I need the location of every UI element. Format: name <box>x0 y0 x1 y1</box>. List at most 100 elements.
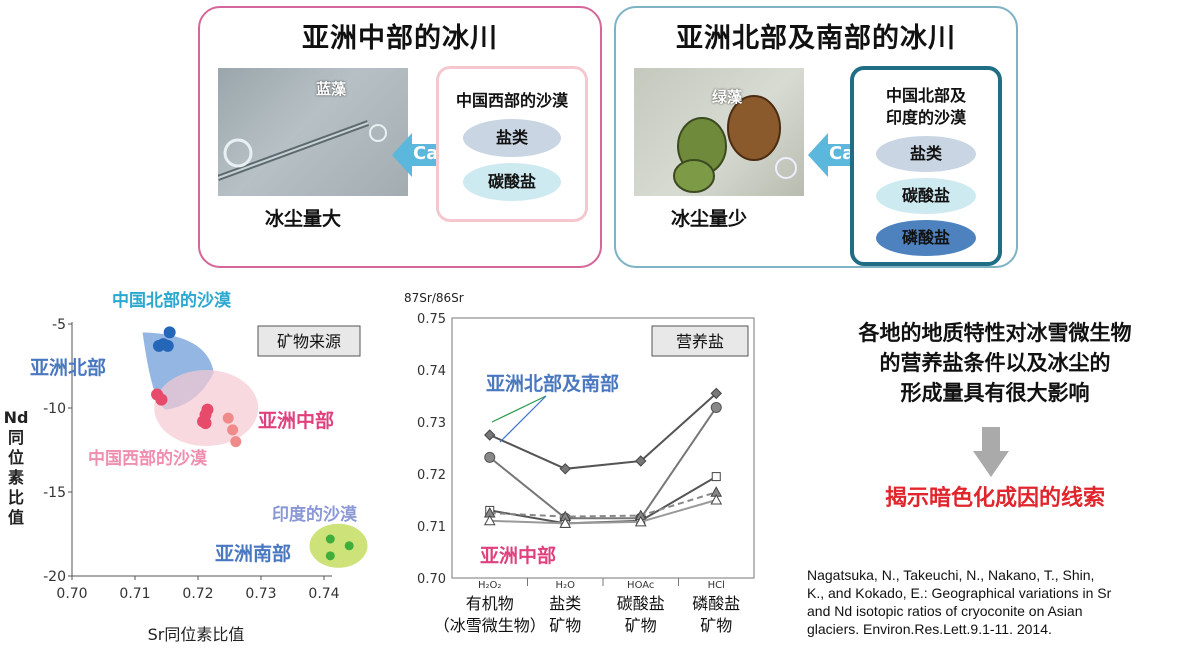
source-box-title-line2: 印度的沙漠 <box>885 108 966 127</box>
y-axis-title-char: Nd <box>4 408 29 427</box>
category-label: 碳酸盐 <box>617 594 665 613</box>
conclusion-line: 各地的地质特性对冰雪微生物 <box>858 321 1132 345</box>
mineral-salt: 盐类 <box>876 136 976 172</box>
green-algae-photo: 绿藻 <box>634 68 804 196</box>
conclusion-line: 形成量具有很大影响 <box>900 381 1090 405</box>
y-tick-label: -5 <box>52 317 66 333</box>
data-point <box>635 455 647 467</box>
region-asia-south <box>309 523 368 568</box>
category-label: 有机物 <box>466 594 514 613</box>
series-line <box>489 406 718 520</box>
panel-title: 亚洲北部及南部的冰川 <box>676 23 956 54</box>
category-label: 矿物 <box>625 616 657 635</box>
source-desert-box: 中国北部及 印度的沙漠 盐类 碳酸盐 磷酸盐 <box>850 66 1002 266</box>
cyanobacteria-illustration <box>218 120 387 181</box>
data-point <box>163 326 176 339</box>
y-axis-title-char: 素 <box>8 468 24 487</box>
y-tick-label: 0.74 <box>417 364 446 379</box>
dust-amount-label: 冰尘量大 <box>265 208 342 230</box>
label-asia-central: 亚洲中部 <box>258 409 334 432</box>
y-tick-label: 0.71 <box>417 520 446 535</box>
data-point <box>710 493 723 505</box>
mineral-source-label: 矿物来源 <box>277 332 341 351</box>
data-point <box>634 515 647 527</box>
conclusion-line: 的营养盐条件以及冰尘的 <box>879 351 1111 375</box>
ca-arrow-label: Ca <box>413 143 439 164</box>
data-point <box>710 401 722 413</box>
mineral-carbonate: 碳酸盐 <box>463 163 561 201</box>
y-axis-title-char: 同 <box>8 428 24 447</box>
pointer-line <box>491 395 547 423</box>
nutrient-box <box>651 325 749 357</box>
ca-arrow <box>808 133 858 177</box>
ca-arrow-label: Ca <box>829 143 855 164</box>
x-tick-label: 0.71 <box>119 586 150 602</box>
label-india-desert: 印度的沙漠 <box>272 504 358 525</box>
conclusion-result: 揭示暗色化成因的线索 <box>884 486 1105 511</box>
label-north-south: 亚洲北部及南部 <box>486 372 619 395</box>
y-axis-title-char: 值 <box>8 508 24 527</box>
nutrient-label: 营养盐 <box>676 332 724 351</box>
label-asia-north: 亚洲北部 <box>30 356 106 379</box>
category-label: 矿物 <box>700 616 732 635</box>
reference-line: and Nd isotopic ratios of cryoconite on … <box>807 603 1083 619</box>
y-axis-title-char: 位 <box>8 448 24 467</box>
category-label: （冰雪微生物） <box>434 616 546 635</box>
category-label: 盐类 <box>549 594 581 613</box>
y-tick-label: 0.70 <box>417 572 446 587</box>
source-box-title: 中国西部的沙漠 <box>455 91 568 110</box>
category-tick-label: HCl <box>708 580 725 591</box>
x-tick-label: 0.72 <box>182 586 213 602</box>
x-tick-label: 0.70 <box>56 586 87 602</box>
x-tick-label: 0.73 <box>245 586 276 602</box>
down-arrow-icon <box>973 427 1009 477</box>
data-point <box>344 541 354 551</box>
data-point <box>325 534 335 544</box>
data-point <box>711 472 721 482</box>
data-point <box>152 339 165 352</box>
category-tick-label: HOAc <box>627 580 654 591</box>
central-asia-glacier-panel: 亚洲中部的冰川 蓝藻 冰尘量大 Ca 中国西部的沙漠 盐类 碳酸盐 <box>198 6 602 268</box>
label-china-north-desert: 中国北部的沙漠 <box>112 290 232 311</box>
data-point <box>483 514 496 526</box>
y-tick-label: -20 <box>43 569 66 585</box>
source-desert-box: 中国西部的沙漠 盐类 碳酸盐 <box>436 66 588 222</box>
y-axis-title-char: 比 <box>8 488 24 507</box>
data-point <box>199 417 212 430</box>
y-tick-label: 0.73 <box>417 416 446 431</box>
series-line <box>489 392 717 470</box>
y-axis-title: 87Sr/86Sr <box>404 291 464 305</box>
mineral-phosphate: 磷酸盐 <box>876 220 976 256</box>
y-tick-label: -15 <box>43 485 66 501</box>
label-china-west-desert: 中国西部的沙漠 <box>88 448 208 469</box>
data-point <box>161 339 174 352</box>
mineral-carbonate: 碳酸盐 <box>876 178 976 214</box>
series-line <box>489 499 717 525</box>
pointer-line <box>499 395 547 443</box>
sr-nd-scatter-chart: 0.70 0.71 0.72 0.73 0.74 -5 -10 -15 -20 Sr同位素比值 Nd… <box>4 290 368 644</box>
green-algae-illustration <box>673 95 797 193</box>
category-tick-label: H₂O <box>556 580 576 591</box>
data-point <box>710 387 722 400</box>
reference-line: glaciers. Environ.Res.Lett.9.1-11. 2014. <box>807 621 1052 637</box>
category-label: 矿物 <box>549 616 581 635</box>
mineral-salt: 盐类 <box>463 119 561 157</box>
conclusion-text: 各地的地质特性对冰雪微生物 的营养盐条件以及冰尘的 形成量具有很大影响 <box>800 318 1190 408</box>
data-point <box>227 424 239 436</box>
panel-title: 亚洲中部的冰川 <box>302 23 498 54</box>
plot-frame <box>451 317 755 579</box>
mineral-source-box <box>257 325 361 357</box>
data-point <box>484 429 496 441</box>
photo-label: 绿藻 <box>712 88 743 106</box>
photo-label: 蓝藻 <box>316 80 347 98</box>
label-asia-south: 亚洲南部 <box>215 542 291 565</box>
reference-citation: Nagatsuka, N., Takeuchi, N., Nakano, T.,… <box>807 566 1192 638</box>
category-label: 磷酸盐 <box>692 594 740 613</box>
data-point <box>484 451 496 463</box>
reference-line: Nagatsuka, N., Takeuchi, N., Nakano, T.,… <box>807 567 1095 583</box>
label-central: 亚洲中部 <box>480 544 556 567</box>
data-point <box>222 412 234 424</box>
y-tick-label: 0.72 <box>417 468 446 483</box>
source-box-title-line1: 中国北部及 <box>885 86 966 105</box>
reference-line: K., and Kokado, E.: Geographical variati… <box>807 585 1112 601</box>
